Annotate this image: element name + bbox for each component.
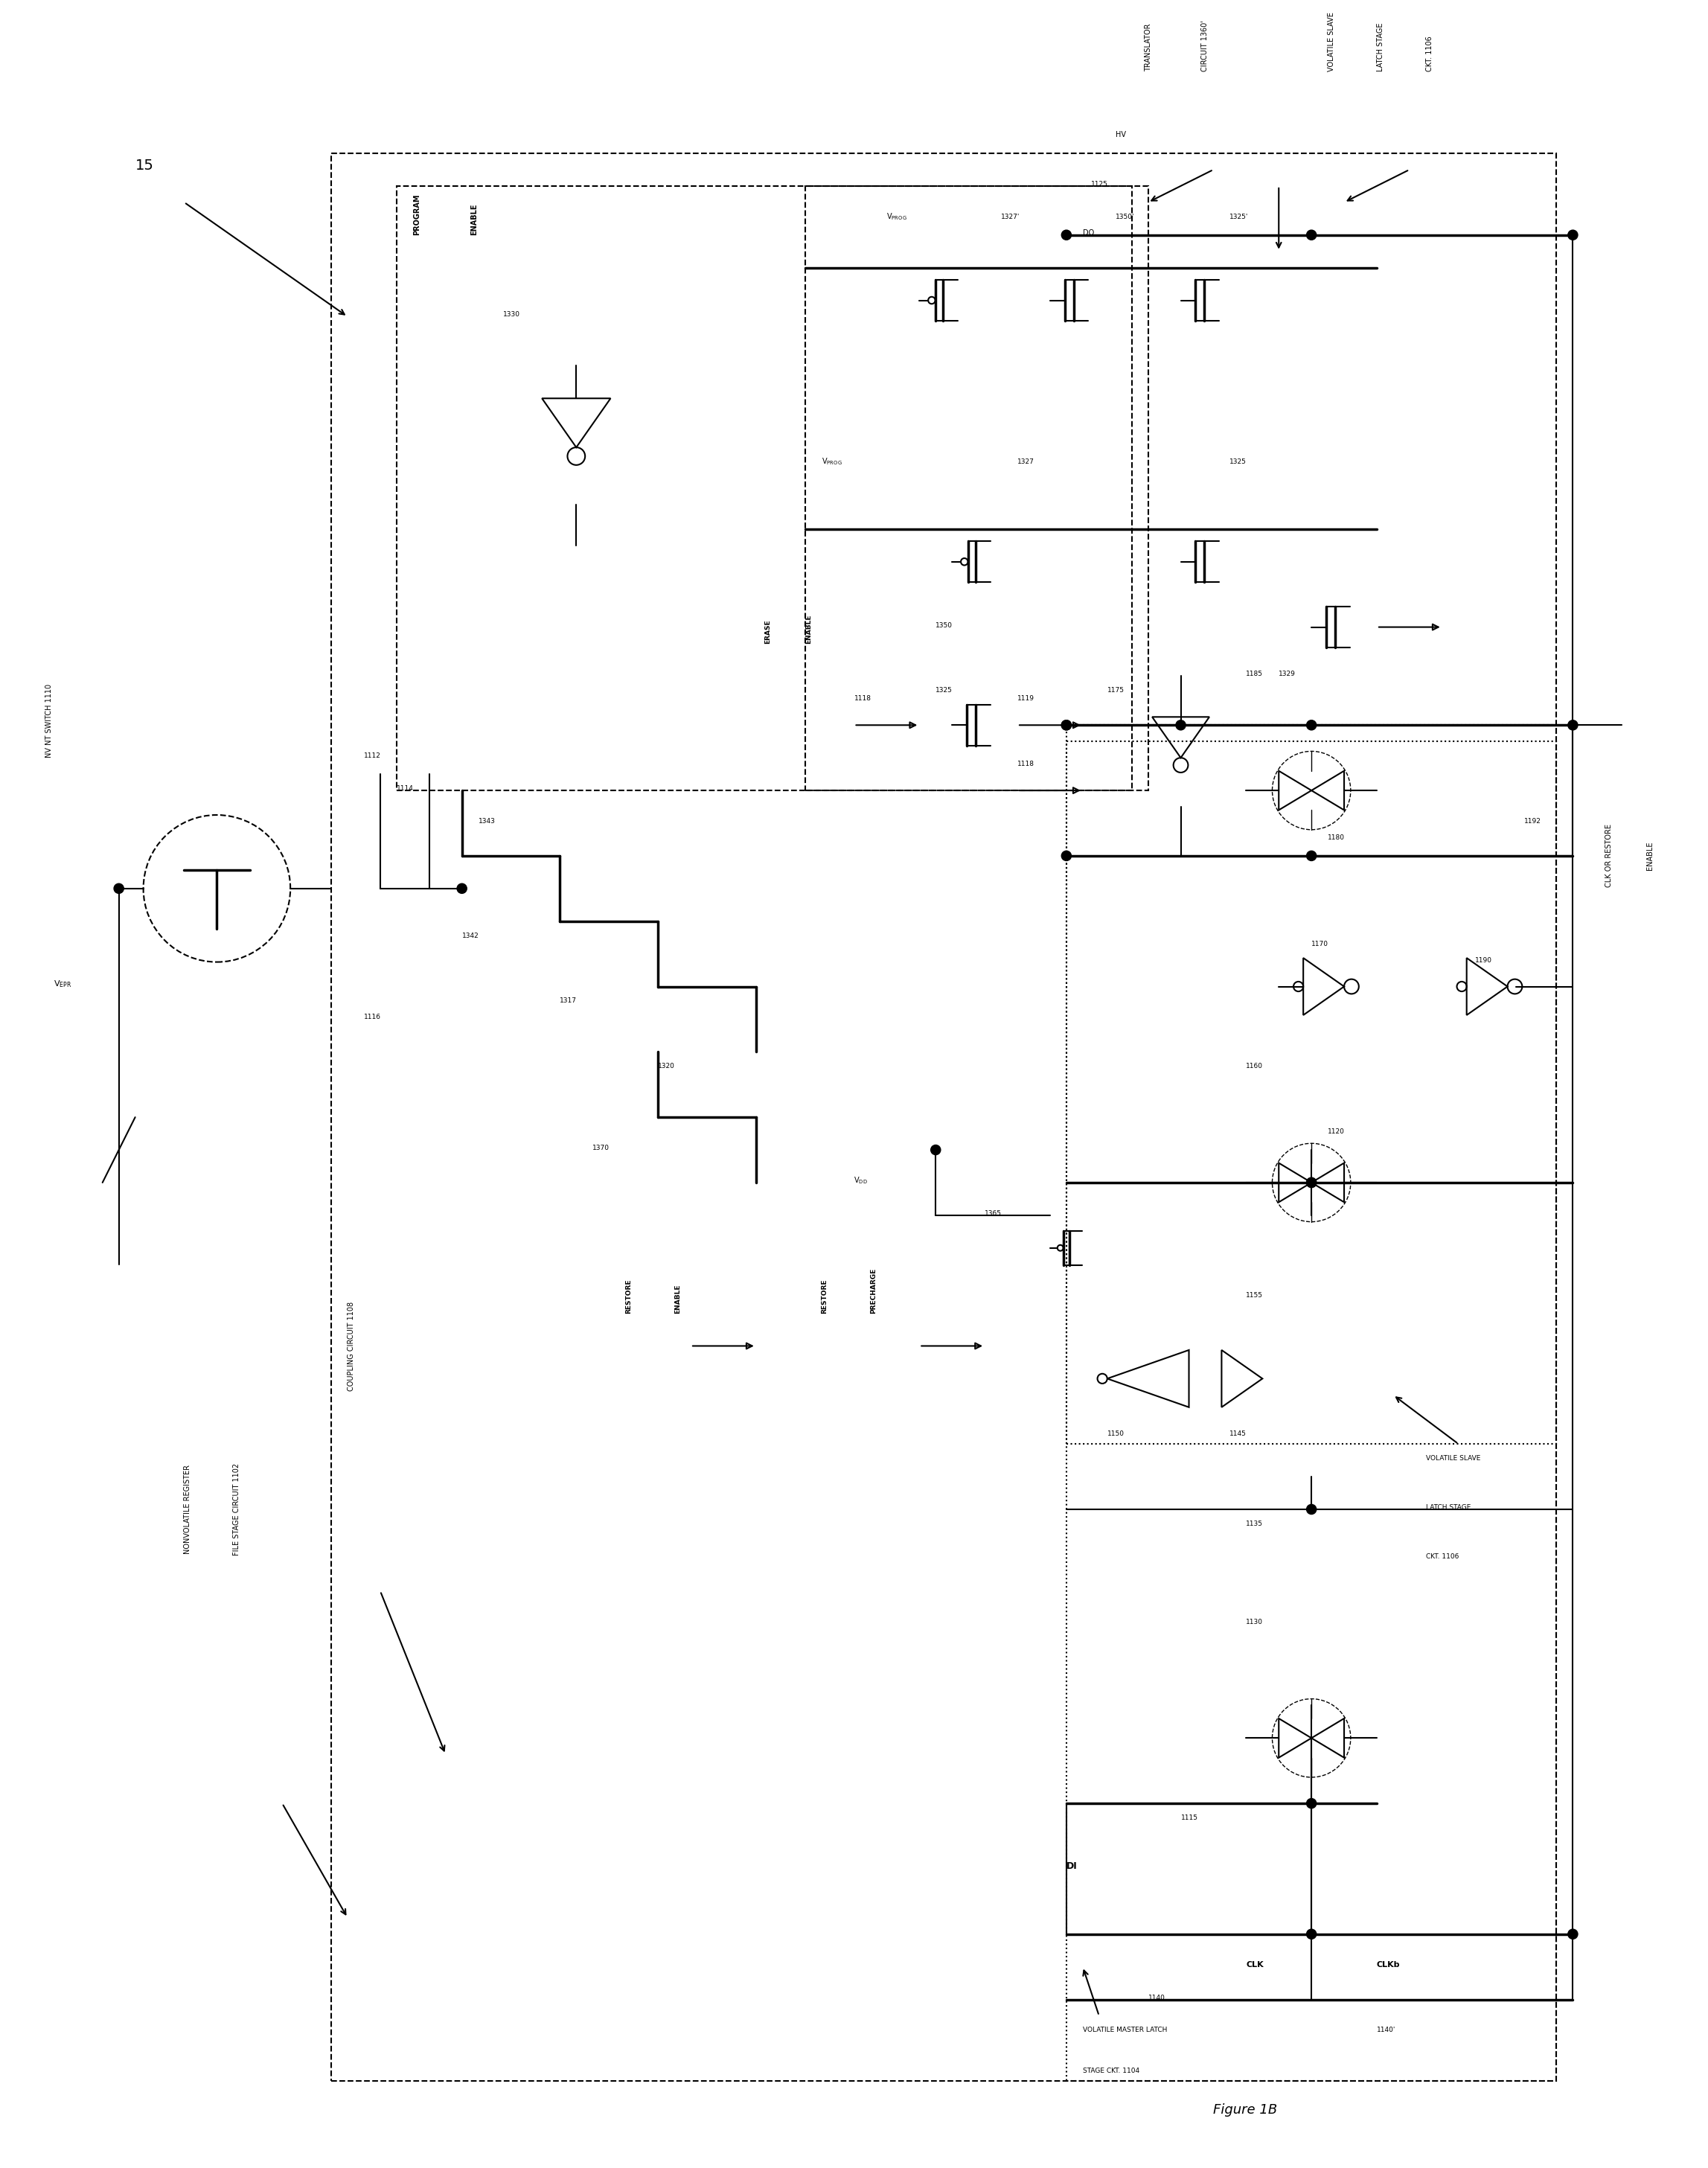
Text: CIRCUIT 1360': CIRCUIT 1360' <box>1201 20 1209 72</box>
Text: RESTORE: RESTORE <box>625 1279 632 1314</box>
Text: DO: DO <box>1083 230 1095 236</box>
Text: COUPLING CIRCUIT 1108: COUPLING CIRCUIT 1108 <box>347 1301 355 1390</box>
Text: NV NT SWITCH 1110: NV NT SWITCH 1110 <box>46 685 53 759</box>
Bar <box>331 154 1556 2081</box>
Bar <box>804 186 1132 791</box>
Text: PRECHARGE: PRECHARGE <box>871 1268 876 1314</box>
Text: CKT. 1106: CKT. 1106 <box>1426 1552 1459 1559</box>
Text: 1327': 1327' <box>1001 212 1020 221</box>
Text: 1116: 1116 <box>364 1015 381 1021</box>
Text: 1120: 1120 <box>1327 1127 1344 1136</box>
Text: 1327: 1327 <box>1018 457 1035 466</box>
Circle shape <box>1568 720 1578 731</box>
Bar <box>396 186 1148 791</box>
Text: 1192: 1192 <box>1524 817 1541 824</box>
Text: Figure 1B: Figure 1B <box>1213 2103 1278 2116</box>
Text: 15: 15 <box>135 158 154 173</box>
Text: CLK: CLK <box>1247 1960 1264 1969</box>
Text: STAGE CKT. 1104: STAGE CKT. 1104 <box>1083 2068 1139 2075</box>
Text: 1350': 1350' <box>1115 212 1134 221</box>
Text: 1343: 1343 <box>478 817 495 824</box>
Circle shape <box>1307 1177 1317 1188</box>
Text: 1325: 1325 <box>1230 457 1247 466</box>
Text: 1342: 1342 <box>461 932 478 939</box>
Circle shape <box>1061 720 1071 731</box>
Text: LATCH STAGE: LATCH STAGE <box>1377 24 1383 72</box>
Text: 1170: 1170 <box>1312 941 1329 947</box>
Text: 1185: 1185 <box>1247 670 1264 679</box>
Text: 1119: 1119 <box>1018 696 1035 702</box>
Text: CLKb: CLKb <box>1377 1960 1401 1969</box>
Circle shape <box>1307 1799 1317 1808</box>
Circle shape <box>1307 850 1317 861</box>
Text: 1370: 1370 <box>593 1145 610 1151</box>
Text: 1175: 1175 <box>1107 687 1124 694</box>
Circle shape <box>1307 720 1317 731</box>
Circle shape <box>1568 230 1578 241</box>
Text: VOLATILE MASTER LATCH: VOLATILE MASTER LATCH <box>1083 2027 1167 2034</box>
Circle shape <box>1307 1505 1317 1513</box>
Text: ENABLE: ENABLE <box>470 204 478 234</box>
Text: RESTORE: RESTORE <box>822 1279 828 1314</box>
Text: VOLATILE SLAVE: VOLATILE SLAVE <box>1327 13 1336 72</box>
Text: FILE STAGE CIRCUIT 1102: FILE STAGE CIRCUIT 1102 <box>234 1463 241 1554</box>
Text: 1325': 1325' <box>1230 212 1249 221</box>
Bar <box>1066 741 1556 2081</box>
Text: VOLATILE SLAVE: VOLATILE SLAVE <box>1426 1455 1481 1461</box>
Text: 1160: 1160 <box>1247 1062 1264 1069</box>
Text: 1150: 1150 <box>1107 1431 1124 1437</box>
Circle shape <box>1307 230 1317 241</box>
Text: HV: HV <box>1115 130 1126 139</box>
Text: 1329: 1329 <box>1279 670 1296 679</box>
Text: V$_\mathrm{PROG}$: V$_\mathrm{PROG}$ <box>886 210 907 221</box>
Text: ERASE: ERASE <box>763 620 770 644</box>
Text: 1155: 1155 <box>1247 1292 1264 1299</box>
Circle shape <box>1061 720 1071 731</box>
Text: ENABLE: ENABLE <box>804 614 811 644</box>
Circle shape <box>1307 1177 1317 1188</box>
Text: 1115: 1115 <box>1180 1815 1197 1821</box>
Text: TRANSLATOR: TRANSLATOR <box>1144 24 1151 72</box>
Text: DI: DI <box>1066 1862 1078 1871</box>
Text: 1118: 1118 <box>1018 761 1035 767</box>
Text: ENABLE: ENABLE <box>675 1283 681 1314</box>
Text: 1180: 1180 <box>1327 835 1344 841</box>
Circle shape <box>1307 1930 1317 1938</box>
Text: 1140: 1140 <box>1148 1995 1165 2001</box>
Text: 1365: 1365 <box>986 1210 1003 1216</box>
Text: V$_\mathrm{PROG}$: V$_\mathrm{PROG}$ <box>822 455 842 466</box>
Text: V$_\mathrm{EPR}$: V$_\mathrm{EPR}$ <box>53 980 72 989</box>
Text: 1350: 1350 <box>936 622 953 629</box>
Bar <box>1066 724 1556 1444</box>
Text: 1330: 1330 <box>502 312 519 319</box>
Circle shape <box>114 885 123 893</box>
Circle shape <box>458 885 466 893</box>
Text: PROGRAM: PROGRAM <box>413 193 420 234</box>
Text: 1190: 1190 <box>1474 956 1491 963</box>
Text: NONVOLATILE REGISTER: NONVOLATILE REGISTER <box>184 1466 191 1554</box>
Text: ENABLE: ENABLE <box>1647 841 1653 869</box>
Circle shape <box>1061 230 1071 241</box>
Text: 1118: 1118 <box>854 696 871 702</box>
Text: 1114: 1114 <box>396 785 413 791</box>
Text: 1130: 1130 <box>1247 1619 1264 1626</box>
Circle shape <box>1175 720 1185 731</box>
Text: CLK OR RESTORE: CLK OR RESTORE <box>1606 824 1612 887</box>
Text: 1125: 1125 <box>1091 180 1108 186</box>
Circle shape <box>1568 1930 1578 1938</box>
Text: CKT. 1106: CKT. 1106 <box>1426 37 1433 72</box>
Text: 1325: 1325 <box>936 687 953 694</box>
Text: 1112: 1112 <box>364 752 381 759</box>
Text: 1320: 1320 <box>658 1062 675 1069</box>
Text: 1317: 1317 <box>560 997 577 1004</box>
Text: 1145: 1145 <box>1230 1431 1247 1437</box>
Text: LATCH STAGE: LATCH STAGE <box>1426 1505 1471 1511</box>
Circle shape <box>1061 850 1071 861</box>
Circle shape <box>931 1145 941 1156</box>
Text: 1140': 1140' <box>1377 2027 1395 2034</box>
Text: V$_\mathrm{DD}$: V$_\mathrm{DD}$ <box>854 1175 868 1186</box>
Text: 1135: 1135 <box>1247 1520 1264 1526</box>
